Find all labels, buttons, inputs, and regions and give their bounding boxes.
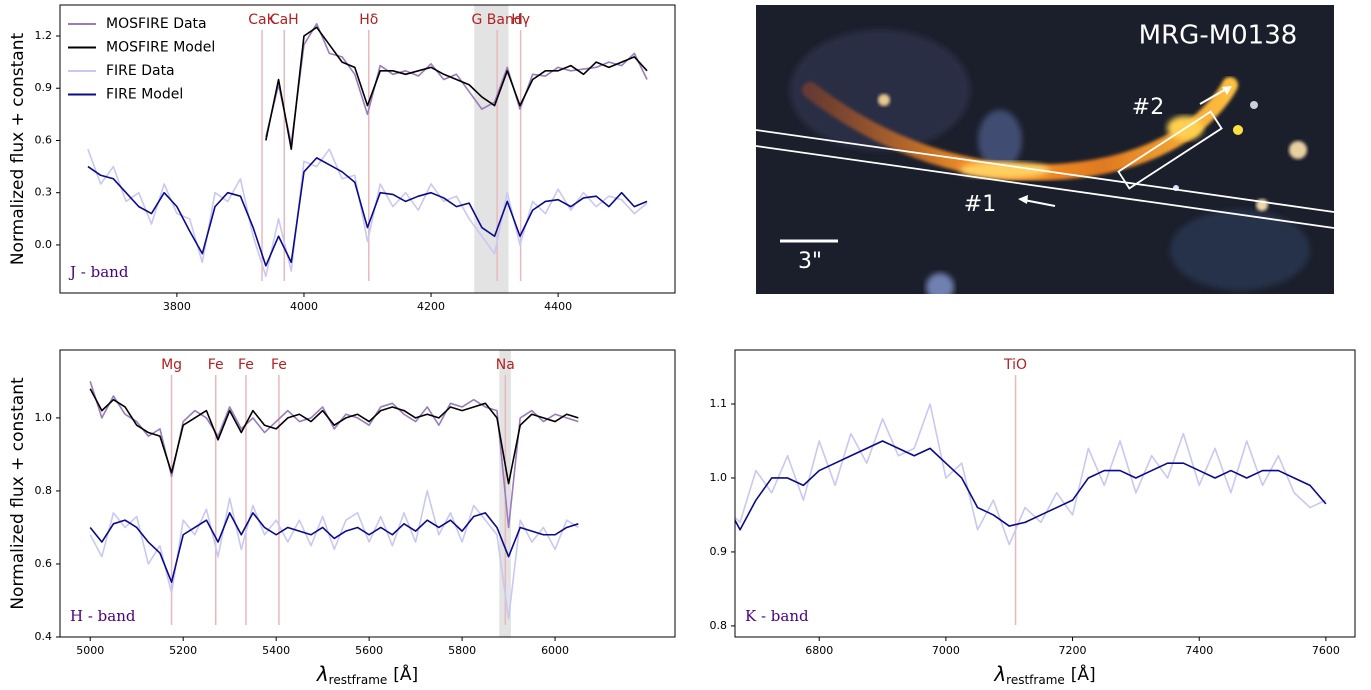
image-label: #1 [964,192,996,217]
x-label-subscript: restframe [329,673,388,687]
x-tick-label: 6800 [805,644,833,657]
x-tick-label: 4000 [290,300,318,313]
spectrum-line [89,490,579,620]
x-tick-label: 4400 [544,300,572,313]
axes-frame [59,4,676,294]
legend-label: MOSFIRE Model [106,40,215,56]
spectrum-line [89,512,579,584]
x-label-unit: [Å] [393,663,418,685]
x-axis-label: λrestframe [Å] [993,662,1095,687]
spectrum-line [89,381,579,529]
band-label: J - band [68,263,129,281]
plot-area [735,375,1327,625]
y-tick-label: 0.0 [35,238,53,251]
shaded-region [474,5,509,293]
band-label: K - band [745,607,809,625]
plot-area [89,350,579,637]
x-tick-label: 7200 [1059,644,1087,657]
band-label: H - band [70,607,136,625]
y-tick-label: 0.9 [35,81,53,94]
x-axis-label: λrestframe [Å] [316,662,418,687]
x-tick-label: 5800 [448,644,476,657]
feature-label: Fe [208,357,224,373]
x-tick-label: 5000 [76,644,104,657]
spectrum-line [735,440,1327,531]
x-tick-label: 7600 [1312,644,1340,657]
image-label: #2 [1132,95,1164,120]
spectrum-line [87,148,648,278]
x-label-symbol: λ [316,662,329,686]
y-tick-label: 0.3 [35,186,53,199]
y-tick-label: 0.6 [35,133,53,146]
y-tick-label: 0.8 [710,619,728,632]
x-tick-label: 7000 [932,644,960,657]
feature-label: Fe [271,357,287,373]
y-tick-label: 0.9 [710,545,728,558]
feature-label: CaH [270,12,299,28]
feature-label: Fe [238,357,254,373]
spectrum-line [735,403,1327,546]
legend-label: FIRE Model [106,87,183,103]
spectrum-line [87,157,648,267]
plot-area [87,5,648,293]
x-tick-label: 6000 [541,644,569,657]
x-label-symbol: λ [993,662,1006,686]
lens-image: MRG-M0138 #2 #1 3" [756,5,1334,294]
y-tick-label: 1.0 [710,471,728,484]
y-tick-label: 1.2 [35,29,53,42]
x-tick-label: 5600 [355,644,383,657]
feature-label: CaK [248,12,276,28]
x-tick-label: 4200 [417,300,445,313]
y-tick-label: 1.1 [710,397,728,410]
x-tick-label: 5200 [169,644,197,657]
x-tick-label: 3800 [163,300,191,313]
spectrum-line [265,23,648,145]
spectrum-line [89,388,579,485]
feature-label: Na [496,357,515,373]
y-axis-label: Normalized flux + constant [8,33,28,266]
feature-label: TiO [1003,357,1027,373]
spectrum-line [265,26,648,150]
x-label-subscript: restframe [1006,673,1065,687]
feature-label: G Band [471,12,522,28]
legend-label: MOSFIRE Data [106,16,207,32]
axes-frame [59,349,676,638]
y-tick-label: 0.8 [35,484,53,497]
x-label-unit: [Å] [1071,663,1096,685]
legend-label: FIRE Data [106,63,175,79]
axes-frame [734,349,1356,638]
scale-label: 3" [798,249,822,274]
image-title: MRG-M0138 [1139,21,1298,51]
feature-label: Hδ [359,12,378,28]
y-tick-label: 0.4 [35,630,53,643]
feature-label: Mg [161,357,182,373]
x-tick-label: 7400 [1185,644,1213,657]
feature-label: Hγ [511,12,530,28]
y-axis-label: Normalized flux + constant [8,377,28,610]
y-tick-label: 0.6 [35,557,53,570]
y-tick-label: 1.0 [35,411,53,424]
x-tick-label: 5400 [262,644,290,657]
